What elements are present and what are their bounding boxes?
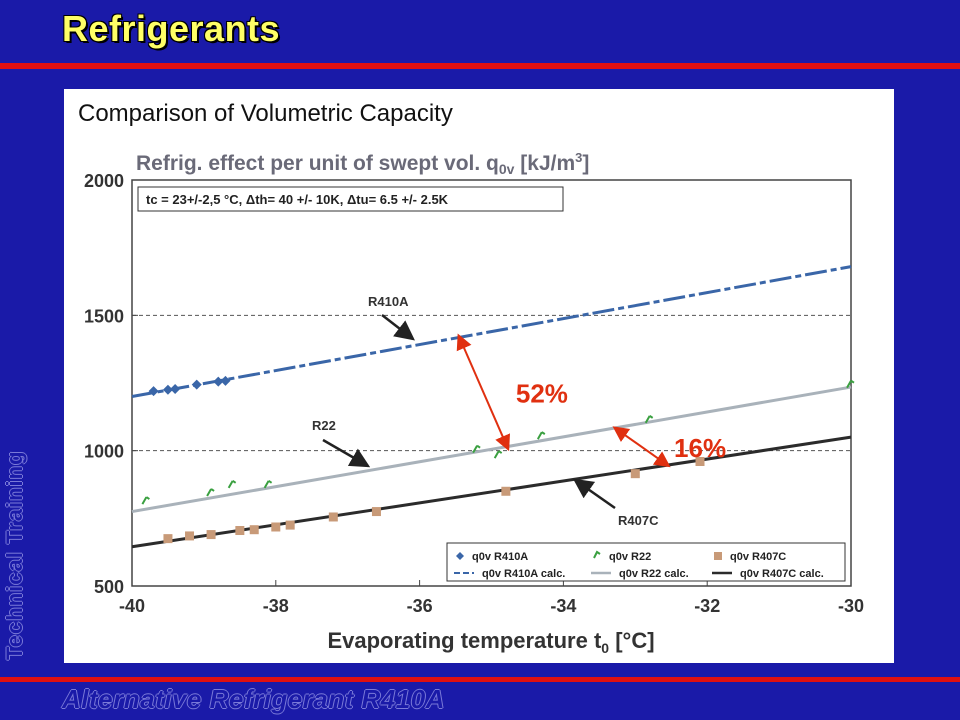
legend-marker-r407c bbox=[714, 552, 722, 560]
data-point-r407c bbox=[285, 520, 295, 530]
legend-entry: q0v R22 bbox=[609, 551, 651, 563]
data-point-r407c bbox=[185, 531, 195, 541]
data-point-r410a bbox=[162, 384, 173, 395]
difference-arrow bbox=[456, 333, 511, 452]
legend-marker-r410a bbox=[456, 552, 464, 560]
y-tick-label: 1000 bbox=[84, 442, 124, 462]
data-point-r407c bbox=[163, 534, 173, 544]
data-point-r22 bbox=[206, 488, 215, 497]
x-tick-label: -40 bbox=[119, 596, 145, 616]
top-accent-bar bbox=[0, 63, 960, 69]
data-point-r407c bbox=[235, 526, 245, 536]
legend-entry: q0v R407C calc. bbox=[740, 568, 824, 580]
data-point-r22 bbox=[493, 450, 503, 459]
legend-entry: q0v R410A calc. bbox=[482, 568, 565, 580]
series-label-r407c: R407C bbox=[618, 513, 659, 528]
data-point-r407c bbox=[271, 522, 281, 532]
data-point-r407c bbox=[371, 507, 381, 517]
chart-caption: Comparison of Volumetric Capacity bbox=[78, 100, 453, 127]
x-tick-label: -36 bbox=[407, 596, 433, 616]
data-point-r22 bbox=[846, 379, 855, 389]
slide-title: Refrigerants bbox=[62, 8, 281, 49]
difference-arrow bbox=[612, 426, 671, 468]
legend-entry: q0v R22 calc. bbox=[619, 568, 689, 580]
data-point-r22 bbox=[263, 480, 273, 489]
data-point-r22 bbox=[536, 431, 546, 440]
series-label-r410a: R410A bbox=[368, 294, 409, 309]
x-tick-label: -38 bbox=[263, 596, 289, 616]
difference-label: 52% bbox=[516, 378, 568, 408]
conditions-box bbox=[137, 186, 564, 212]
data-point-r22 bbox=[227, 480, 237, 489]
y-tick-label: 1500 bbox=[84, 306, 124, 326]
series-line-r410a bbox=[131, 265, 852, 399]
legend-entry: q0v R410A bbox=[472, 551, 528, 563]
data-point-r22 bbox=[141, 496, 150, 505]
x-tick-label: -30 bbox=[838, 596, 864, 616]
legend-marker-r22 bbox=[593, 550, 601, 559]
series-label-arrow bbox=[381, 314, 415, 341]
data-point-r407c bbox=[501, 486, 511, 496]
data-point-r410a bbox=[170, 383, 181, 394]
legend-entry: q0v R407C bbox=[730, 551, 786, 563]
conditions-text: tc = 23+/-2,5 °C, Δth= 40 +/- 10K, Δtu= … bbox=[146, 192, 449, 207]
y-tick-label: 500 bbox=[94, 577, 124, 597]
x-tick-label: -34 bbox=[550, 596, 576, 616]
data-point-r410a bbox=[148, 386, 159, 397]
difference-label: 16% bbox=[674, 433, 726, 463]
plot-area bbox=[131, 179, 852, 587]
data-point-r410a bbox=[220, 375, 231, 386]
legend-box bbox=[446, 542, 846, 582]
data-point-r407c bbox=[630, 469, 640, 479]
data-point-r410a bbox=[213, 376, 224, 387]
data-point-r407c bbox=[249, 525, 259, 535]
y-tick-label: 2000 bbox=[84, 171, 124, 191]
bottom-accent-bar bbox=[0, 677, 960, 682]
series-label-arrow bbox=[572, 478, 616, 510]
data-point-r407c bbox=[328, 512, 338, 522]
x-tick-label: -32 bbox=[694, 596, 720, 616]
data-point-r22 bbox=[644, 415, 654, 424]
series-label-arrow bbox=[322, 438, 371, 468]
data-point-r407c bbox=[695, 456, 705, 466]
series-label-r22: R22 bbox=[312, 418, 336, 433]
x-axis-label: Evaporating temperature t0 [°C] bbox=[327, 628, 654, 656]
footer-title: Alternative Refrigerant R410A bbox=[62, 684, 445, 714]
data-point-r407c bbox=[206, 530, 216, 540]
chart-title: Refrig. effect per unit of swept vol. q0… bbox=[136, 150, 589, 177]
data-point-r410a bbox=[191, 379, 202, 390]
